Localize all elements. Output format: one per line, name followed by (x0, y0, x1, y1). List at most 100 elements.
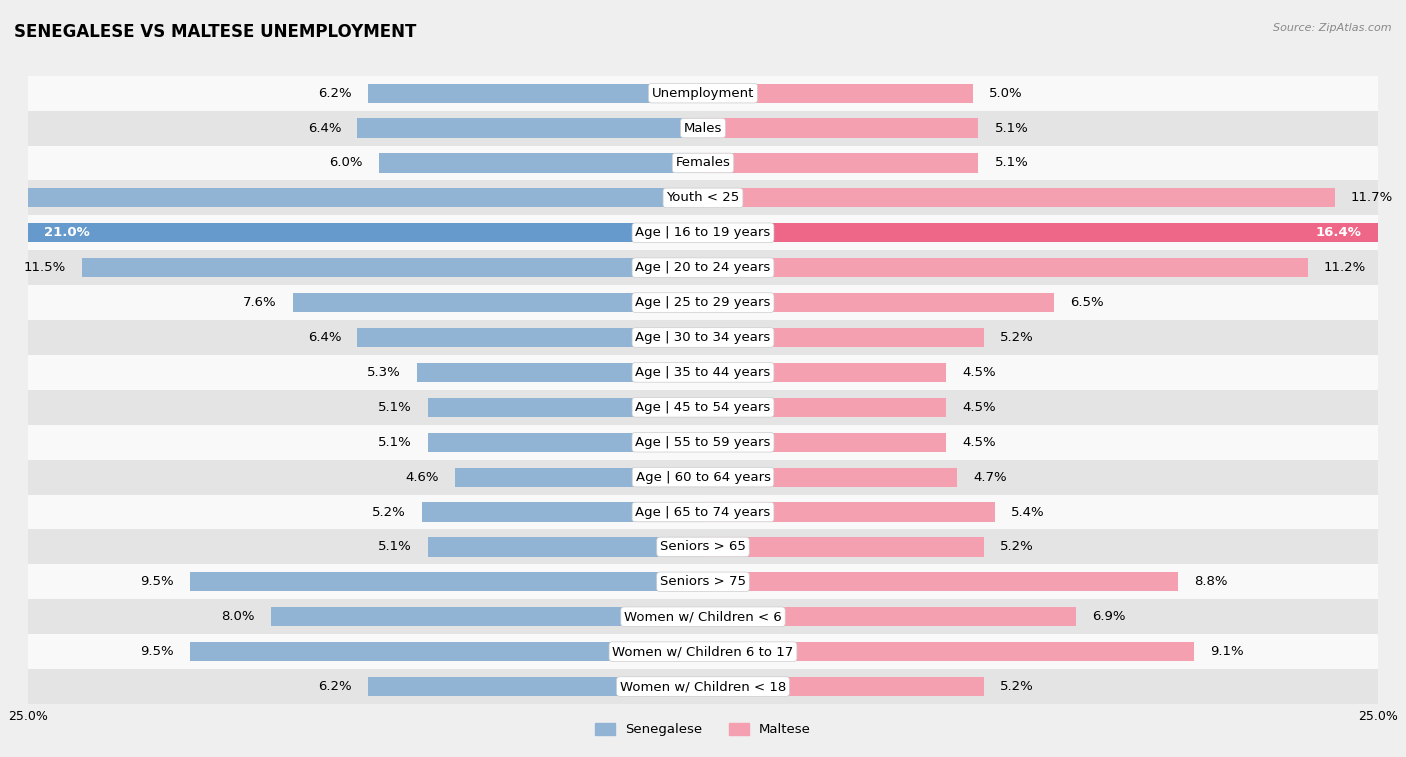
Text: 5.1%: 5.1% (994, 157, 1028, 170)
Text: 4.5%: 4.5% (962, 366, 995, 379)
Text: 5.2%: 5.2% (373, 506, 406, 519)
Text: 6.2%: 6.2% (318, 680, 352, 693)
Text: 4.5%: 4.5% (962, 400, 995, 414)
Text: 5.3%: 5.3% (367, 366, 401, 379)
Text: Unemployment: Unemployment (652, 86, 754, 100)
Text: Age | 60 to 64 years: Age | 60 to 64 years (636, 471, 770, 484)
Text: Age | 45 to 54 years: Age | 45 to 54 years (636, 400, 770, 414)
Text: Source: ZipAtlas.com: Source: ZipAtlas.com (1274, 23, 1392, 33)
Bar (28, 494, 1378, 529)
Text: 9.5%: 9.5% (141, 645, 174, 658)
Text: 6.4%: 6.4% (308, 331, 342, 344)
Text: Seniors > 75: Seniors > 75 (659, 575, 747, 588)
Text: Females: Females (675, 157, 731, 170)
Bar (28, 320, 1378, 355)
Bar (380, 154, 703, 173)
Text: 4.6%: 4.6% (405, 471, 439, 484)
Text: 11.2%: 11.2% (1324, 261, 1367, 274)
Bar (28, 634, 1378, 669)
Bar (190, 572, 703, 591)
Text: 4.5%: 4.5% (962, 436, 995, 449)
Text: 5.2%: 5.2% (1000, 540, 1033, 553)
Text: Seniors > 65: Seniors > 65 (659, 540, 747, 553)
Bar (703, 607, 1076, 626)
Text: Women w/ Children < 6: Women w/ Children < 6 (624, 610, 782, 623)
Text: 11.7%: 11.7% (1351, 192, 1393, 204)
Text: 8.0%: 8.0% (221, 610, 254, 623)
Bar (28, 285, 1378, 320)
Text: 8.8%: 8.8% (1194, 575, 1227, 588)
Bar (703, 154, 979, 173)
Bar (703, 118, 979, 138)
Bar (292, 293, 703, 312)
Text: Women w/ Children < 18: Women w/ Children < 18 (620, 680, 786, 693)
Bar (703, 642, 1194, 662)
Text: 11.5%: 11.5% (24, 261, 66, 274)
Text: 5.1%: 5.1% (994, 122, 1028, 135)
Bar (28, 600, 1378, 634)
Bar (368, 83, 703, 103)
Bar (28, 565, 1378, 600)
Bar (703, 293, 1054, 312)
Text: SENEGALESE VS MALTESE UNEMPLOYMENT: SENEGALESE VS MALTESE UNEMPLOYMENT (14, 23, 416, 41)
Bar (703, 328, 984, 347)
Text: 6.2%: 6.2% (318, 86, 352, 100)
Text: Age | 16 to 19 years: Age | 16 to 19 years (636, 226, 770, 239)
Bar (271, 607, 703, 626)
Text: 5.2%: 5.2% (1000, 331, 1033, 344)
Text: 6.0%: 6.0% (329, 157, 363, 170)
Bar (703, 83, 973, 103)
Bar (28, 180, 1378, 215)
Text: Age | 55 to 59 years: Age | 55 to 59 years (636, 436, 770, 449)
Bar (703, 537, 984, 556)
Bar (28, 215, 1378, 251)
Bar (427, 432, 703, 452)
Text: 5.1%: 5.1% (378, 436, 412, 449)
Bar (703, 503, 994, 522)
Bar (0, 223, 703, 242)
Bar (703, 258, 1308, 277)
Bar (28, 425, 1378, 459)
Bar (28, 76, 1378, 111)
Bar (190, 642, 703, 662)
Bar (703, 397, 946, 417)
Bar (28, 145, 1378, 180)
Bar (703, 468, 956, 487)
Bar (28, 669, 1378, 704)
Text: Age | 30 to 34 years: Age | 30 to 34 years (636, 331, 770, 344)
Text: 21.0%: 21.0% (45, 226, 90, 239)
Text: 5.0%: 5.0% (990, 86, 1022, 100)
Text: Age | 35 to 44 years: Age | 35 to 44 years (636, 366, 770, 379)
Bar (427, 537, 703, 556)
Text: Age | 25 to 29 years: Age | 25 to 29 years (636, 296, 770, 309)
Bar (368, 677, 703, 696)
Text: 5.2%: 5.2% (1000, 680, 1033, 693)
Bar (703, 432, 946, 452)
Bar (703, 677, 984, 696)
Text: 6.9%: 6.9% (1091, 610, 1125, 623)
Bar (357, 328, 703, 347)
Bar (703, 572, 1178, 591)
Bar (357, 118, 703, 138)
Text: 9.5%: 9.5% (141, 575, 174, 588)
Bar (28, 459, 1378, 494)
Bar (454, 468, 703, 487)
Bar (416, 363, 703, 382)
Bar (703, 363, 946, 382)
Bar (427, 397, 703, 417)
Text: 9.1%: 9.1% (1211, 645, 1244, 658)
Bar (422, 503, 703, 522)
Text: Age | 65 to 74 years: Age | 65 to 74 years (636, 506, 770, 519)
Bar (28, 355, 1378, 390)
Text: 16.4%: 16.4% (1316, 226, 1361, 239)
Text: Males: Males (683, 122, 723, 135)
Bar (28, 111, 1378, 145)
Bar (0, 188, 703, 207)
Legend: Senegalese, Maltese: Senegalese, Maltese (589, 718, 817, 741)
Text: 5.1%: 5.1% (378, 400, 412, 414)
Text: 5.1%: 5.1% (378, 540, 412, 553)
Text: 6.4%: 6.4% (308, 122, 342, 135)
Text: 6.5%: 6.5% (1070, 296, 1104, 309)
Bar (703, 188, 1334, 207)
Bar (703, 223, 1406, 242)
